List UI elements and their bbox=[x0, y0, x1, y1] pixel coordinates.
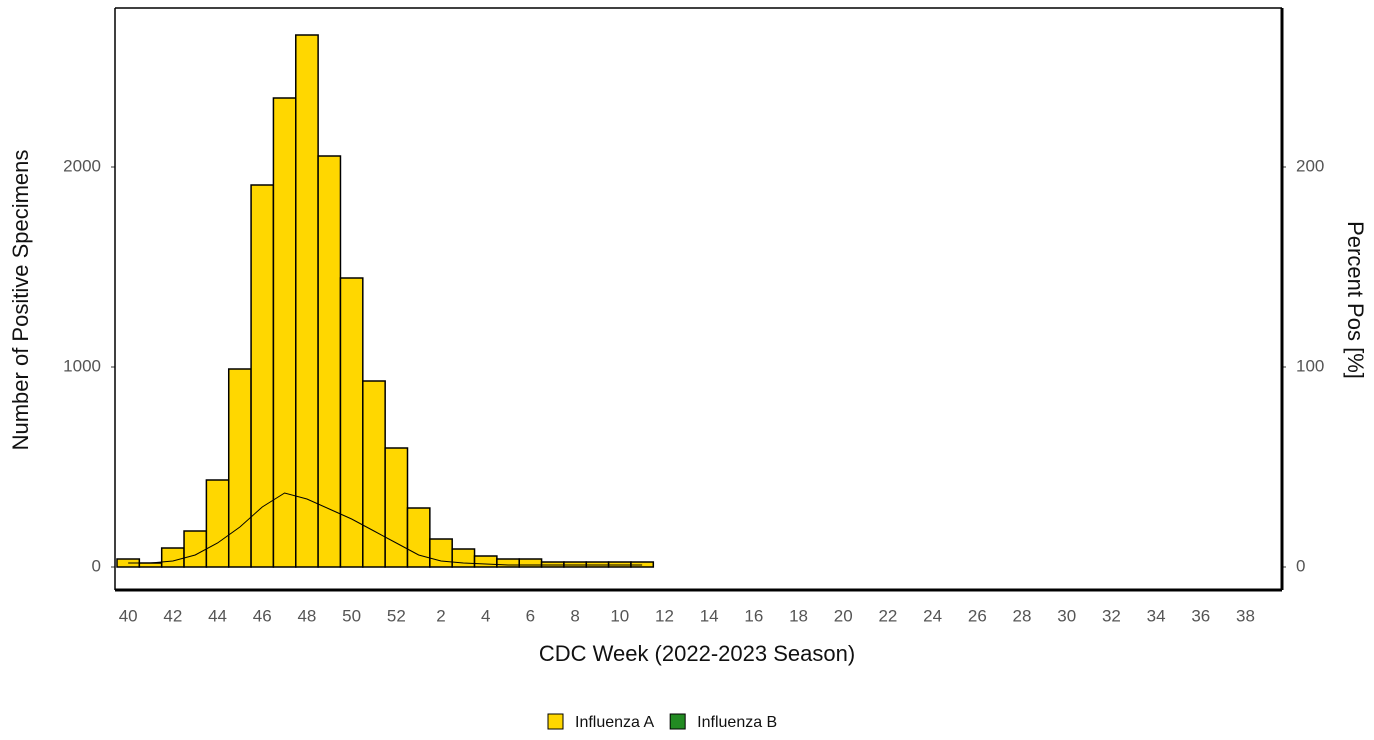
y-tick-label: 1000 bbox=[63, 356, 101, 375]
x-tick-label: 46 bbox=[253, 606, 272, 625]
x-tick-label: 14 bbox=[700, 606, 719, 625]
bar bbox=[451, 548, 476, 568]
bar bbox=[138, 562, 163, 568]
x-tick-label: 50 bbox=[342, 606, 361, 625]
x-tick-label: 38 bbox=[1236, 606, 1255, 625]
bar bbox=[272, 97, 297, 568]
bar bbox=[429, 538, 453, 568]
bar bbox=[295, 34, 319, 568]
x-tick-label: 18 bbox=[789, 606, 808, 625]
x-tick-label: 40 bbox=[119, 606, 138, 625]
percent-line bbox=[128, 492, 643, 566]
bar bbox=[183, 530, 208, 568]
x-tick-label: 22 bbox=[878, 606, 897, 625]
x-tick-label: 2 bbox=[436, 606, 445, 625]
bar bbox=[518, 558, 543, 568]
bar bbox=[496, 558, 520, 568]
y2-tick-label: 0 bbox=[1296, 556, 1305, 575]
bar bbox=[406, 507, 431, 568]
x-tick-label: 28 bbox=[1013, 606, 1032, 625]
y2-axis-title: Percent Pos [%] bbox=[1343, 221, 1368, 379]
y2-tick-label: 100 bbox=[1296, 356, 1324, 375]
bar bbox=[250, 184, 275, 568]
x-tick-label: 30 bbox=[1057, 606, 1076, 625]
y2-tick-label: 200 bbox=[1296, 156, 1324, 175]
legend-label: Influenza B bbox=[697, 714, 777, 731]
x-tick-label: 44 bbox=[208, 606, 227, 625]
bar bbox=[362, 380, 386, 568]
x-tick-label: 48 bbox=[297, 606, 316, 625]
x-tick-label: 52 bbox=[387, 606, 406, 625]
x-tick-label: 4 bbox=[481, 606, 490, 625]
x-tick-label: 6 bbox=[526, 606, 535, 625]
x-tick-label: 8 bbox=[570, 606, 579, 625]
legend-swatch bbox=[547, 713, 564, 730]
x-tick-label: 20 bbox=[834, 606, 853, 625]
x-axis-title: CDC Week (2022-2023 Season) bbox=[539, 641, 855, 666]
x-tick-label: 12 bbox=[655, 606, 674, 625]
x-tick-label: 34 bbox=[1147, 606, 1166, 625]
bar bbox=[384, 447, 409, 568]
x-tick-label: 26 bbox=[968, 606, 987, 625]
bar bbox=[473, 555, 498, 568]
bar bbox=[160, 547, 185, 568]
bar bbox=[227, 368, 252, 568]
legend-label: Influenza A bbox=[575, 714, 655, 731]
x-tick-label: 36 bbox=[1191, 606, 1210, 625]
x-tick-label: 16 bbox=[744, 606, 763, 625]
x-tick-label: 32 bbox=[1102, 606, 1121, 625]
legend-swatch bbox=[669, 713, 686, 730]
y-tick-label: 0 bbox=[92, 556, 101, 575]
bar bbox=[205, 479, 230, 568]
x-tick-label: 42 bbox=[163, 606, 182, 625]
y-tick-label: 2000 bbox=[63, 156, 101, 175]
y-axis-title: Number of Positive Specimens bbox=[8, 150, 33, 451]
x-tick-label: 10 bbox=[610, 606, 629, 625]
x-tick-label: 24 bbox=[923, 606, 942, 625]
